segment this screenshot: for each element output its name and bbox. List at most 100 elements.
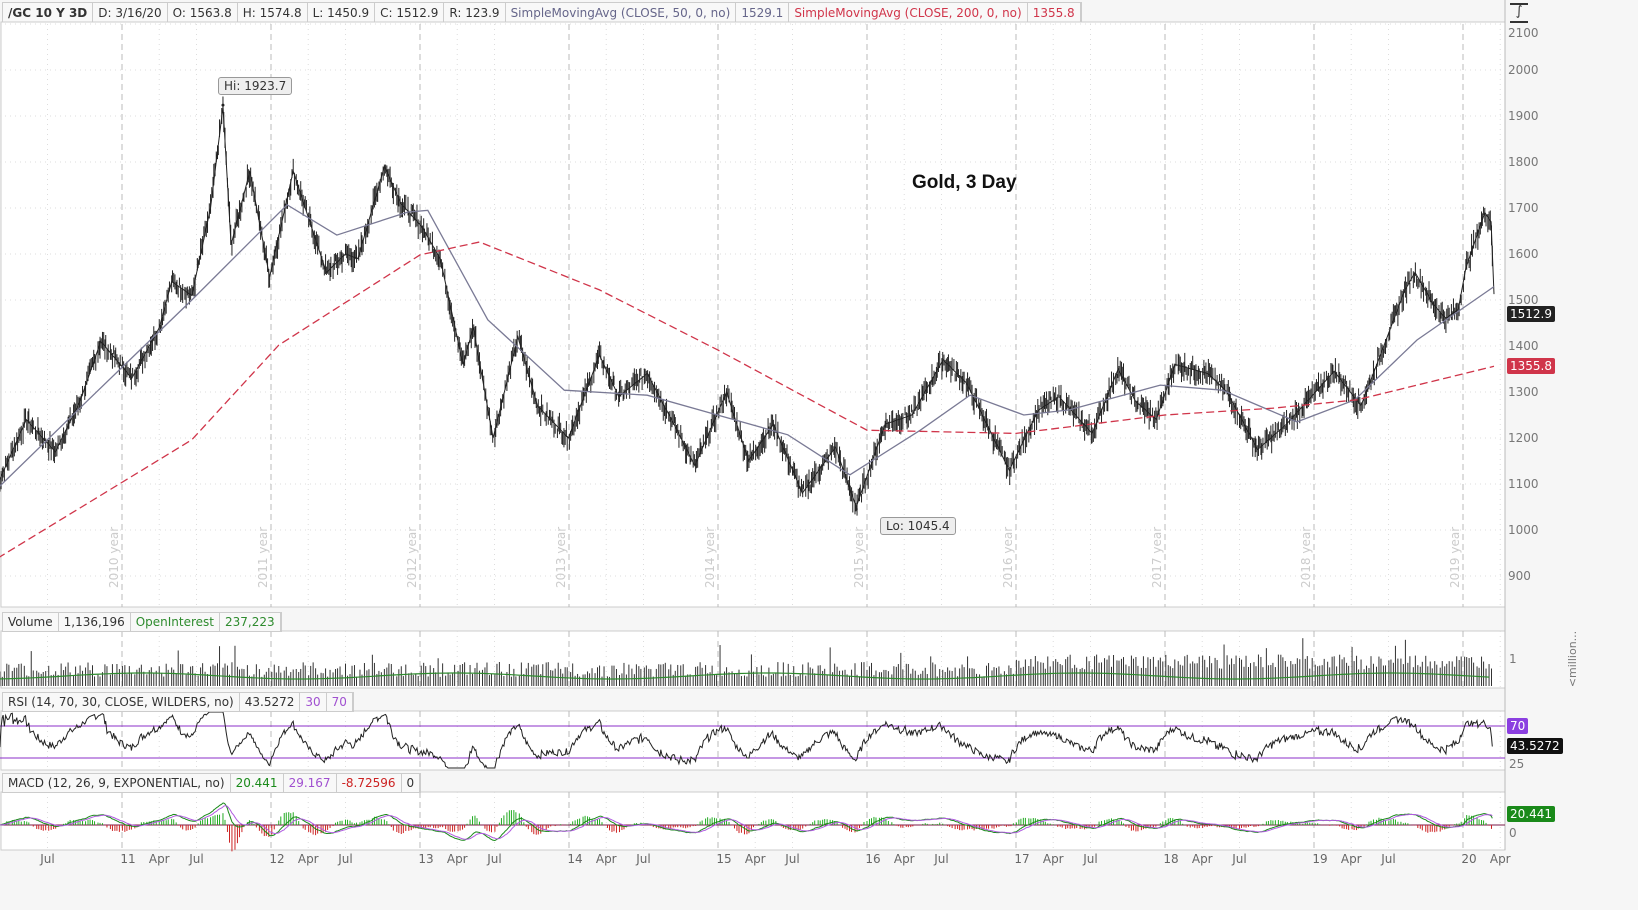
year-label: 2010 year: [107, 527, 121, 588]
x-tick-label: Jul: [784, 852, 799, 866]
x-tick-label: 17: [1014, 852, 1029, 866]
x-tick-label: Apr: [298, 852, 319, 866]
low-point: [854, 507, 858, 511]
x-tick-label: Jul: [337, 852, 352, 866]
volume-tick: 1: [1509, 652, 1517, 666]
x-tick-label: 11: [120, 852, 135, 866]
volume-label[interactable]: Volume: [3, 613, 59, 631]
volume-value: 1,136,196: [59, 613, 131, 631]
date-readout: D: 3/16/20: [93, 3, 168, 23]
x-tick-label: Apr: [447, 852, 468, 866]
sma50-value: 1529.1: [736, 3, 790, 23]
x-tick-label: Apr: [1043, 852, 1064, 866]
x-tick-label: 20: [1461, 852, 1476, 866]
price-tick-label: 2100: [1508, 26, 1539, 40]
high-callout: Hi: 1923.7: [218, 77, 293, 95]
sma200-label[interactable]: SimpleMovingAvg (CLOSE, 200, 0, no): [789, 3, 1028, 23]
sma200-value: 1355.8: [1028, 3, 1081, 23]
volume-unit: <million...: [1566, 630, 1580, 688]
price-tick-label: 1500: [1508, 293, 1539, 307]
sma200-line: [0, 241, 1495, 558]
year-label: 2016 year: [1001, 527, 1015, 588]
macd-label[interactable]: MACD (12, 26, 9, EXPONENTIAL, no): [3, 774, 231, 792]
macd-zero: 0: [402, 774, 421, 792]
price-tick-label: 1400: [1508, 339, 1539, 353]
macd-tick-0: 0: [1509, 826, 1517, 840]
rsi-tick-25: 25: [1509, 757, 1525, 771]
macd-avg: 29.167: [284, 774, 337, 792]
high-point: [221, 103, 225, 107]
price-tick-label: 1300: [1508, 385, 1539, 399]
year-label: 2012 year: [405, 527, 419, 588]
x-tick-label: Jul: [188, 852, 203, 866]
year-label: 2013 year: [554, 527, 568, 588]
rsi-line: [0, 711, 1493, 769]
year-label: 2019 year: [1448, 527, 1462, 588]
sma50-line: [0, 203, 1495, 487]
low-callout: Lo: 1045.4: [880, 517, 956, 535]
x-tick-label: Jul: [635, 852, 650, 866]
close-readout: C: 1512.9: [375, 3, 445, 23]
open-interest-value: 237,223: [220, 613, 281, 631]
rsi-value: 43.5272: [240, 693, 301, 711]
rsi-high: 70: [327, 693, 353, 711]
open-interest-line: [0, 672, 1490, 680]
symbol-label[interactable]: /GC 10 Y 3D: [3, 3, 94, 23]
x-tick-label: Apr: [1490, 852, 1511, 866]
sma50-label[interactable]: SimpleMovingAvg (CLOSE, 50, 0, no): [506, 3, 737, 23]
year-label: 2018 year: [1299, 527, 1313, 588]
panel-frame: [0, 791, 1506, 851]
last-price-badge: 1512.9: [1507, 306, 1555, 322]
low-readout: L: 1450.9: [308, 3, 376, 23]
price-tick-label: 1100: [1508, 477, 1539, 491]
chart-title: Gold, 3 Day: [912, 172, 1017, 193]
x-tick-label: Apr: [596, 852, 617, 866]
price-tick-label: 1800: [1508, 155, 1539, 169]
x-tick-label: Jul: [1231, 852, 1246, 866]
x-tick-label: 12: [269, 852, 284, 866]
x-tick-label: 18: [1163, 852, 1178, 866]
panel-frame: [0, 21, 1506, 608]
x-tick-label: 19: [1312, 852, 1327, 866]
rsi-label[interactable]: RSI (14, 70, 30, CLOSE, WILDERS, no): [3, 693, 240, 711]
year-label: 2015 year: [852, 527, 866, 588]
x-tick-label: Jul: [1082, 852, 1097, 866]
x-tick-label: 13: [418, 852, 433, 866]
price-tick-label: 1900: [1508, 109, 1539, 123]
open-interest-label[interactable]: OpenInterest: [131, 613, 221, 631]
price-line: [0, 106, 1495, 509]
price-tick-label: 1000: [1508, 523, 1539, 537]
x-tick-label: Apr: [149, 852, 170, 866]
macd-diff: -8.72596: [337, 774, 402, 792]
macd-avg-line: [0, 805, 1493, 840]
x-tick-label: Jul: [933, 852, 948, 866]
price-tick-label: 2000: [1508, 63, 1539, 77]
x-tick-label: Apr: [1192, 852, 1213, 866]
price-tick-label: 1600: [1508, 247, 1539, 261]
high-readout: H: 1574.8: [238, 3, 308, 23]
x-tick-label: Jul: [1380, 852, 1395, 866]
year-label: 2011 year: [256, 527, 270, 588]
x-tick-label: Apr: [894, 852, 915, 866]
rsi-header: RSI (14, 70, 30, CLOSE, WILDERS, no) 43.…: [2, 692, 354, 712]
drawing-style-icon[interactable]: ∫: [1510, 3, 1528, 23]
panel-frame: [0, 710, 1506, 771]
chart-header: /GC 10 Y 3D D: 3/16/20 O: 1563.8 H: 1574…: [2, 2, 1082, 24]
x-tick-label: Apr: [1341, 852, 1362, 866]
x-tick-label: Jul: [39, 852, 54, 866]
year-label: 2014 year: [703, 527, 717, 588]
year-label: 2017 year: [1150, 527, 1164, 588]
open-readout: O: 1563.8: [168, 3, 238, 23]
x-tick-label: 15: [716, 852, 731, 866]
rsi-70-badge: 70: [1507, 718, 1529, 734]
macd-value: 20.441: [231, 774, 284, 792]
rsi-low: 30: [300, 693, 327, 711]
volume-header: Volume 1,136,196 OpenInterest 237,223: [2, 612, 282, 632]
x-tick-label: 16: [865, 852, 880, 866]
rsi-value-badge: 43.5272: [1507, 738, 1563, 754]
price-tick-label: 900: [1508, 569, 1531, 583]
price-tick-label: 1700: [1508, 201, 1539, 215]
x-tick-label: 14: [567, 852, 582, 866]
sma200-badge: 1355.8: [1507, 358, 1555, 374]
